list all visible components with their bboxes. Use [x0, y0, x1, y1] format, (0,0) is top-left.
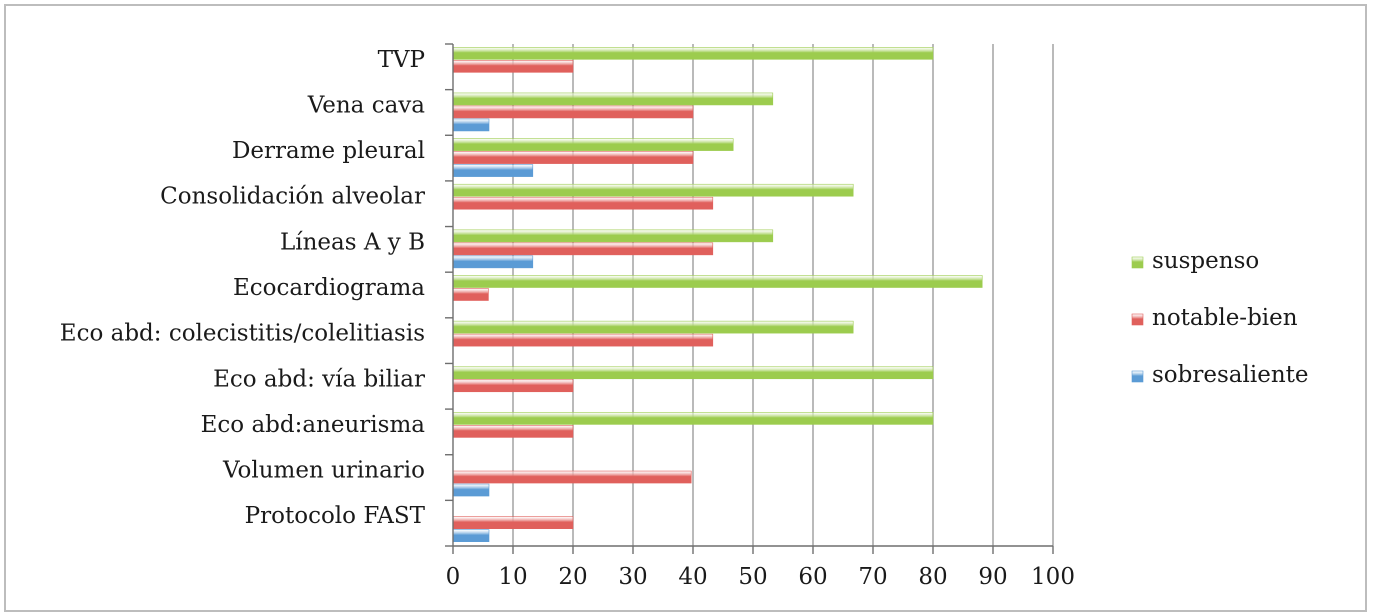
bar-suspenso — [452, 412, 934, 425]
category-label: Derrame pleural — [232, 138, 425, 164]
bar-notable-bien — [452, 379, 574, 393]
x-tick-label: 20 — [558, 564, 587, 590]
legend-label-suspenso: suspenso — [1152, 248, 1259, 274]
bars — [452, 47, 983, 542]
category-label: Eco abd:aneurisma — [201, 412, 426, 438]
x-tick-label: 40 — [678, 564, 707, 590]
bar-sobresaliente — [452, 483, 490, 497]
bar-suspenso — [452, 320, 854, 334]
category-label: Protocolo FAST — [245, 503, 426, 529]
category-label: Líneas A y B — [280, 229, 425, 255]
category-label: Volumen urinario — [222, 458, 425, 484]
x-tick-label: 30 — [618, 564, 647, 590]
bar-sobresaliente — [452, 164, 534, 177]
bar-sobresaliente — [452, 255, 534, 269]
legend-label-notable-bien: notable-bien — [1152, 305, 1298, 331]
category-label: Eco abd: vía biliar — [213, 366, 425, 392]
bar-notable-bien — [452, 105, 694, 119]
bar-notable-bien — [452, 516, 574, 529]
bar-suspenso — [452, 275, 983, 288]
category-label: Consolidación alveolar — [160, 184, 425, 210]
bar-notable-bien — [452, 288, 489, 301]
bar-suspenso — [452, 183, 854, 197]
bar-notable-bien — [452, 60, 574, 73]
bar-sobresaliente — [452, 529, 490, 542]
bar-suspenso — [452, 47, 934, 60]
x-tick-label: 100 — [1031, 564, 1075, 590]
bar-notable-bien — [452, 333, 714, 347]
bar-notable-bien — [452, 470, 692, 484]
bar-notable-bien — [452, 151, 694, 164]
category-label: Ecocardiograma — [233, 275, 425, 301]
legend-label-sobresaliente: sobresaliente — [1152, 362, 1309, 388]
x-tick-label: 90 — [978, 564, 1007, 590]
category-label: Eco abd: colecistitis/colelitiasis — [60, 321, 425, 347]
bar-suspenso — [452, 138, 734, 151]
bar-notable-bien — [452, 242, 714, 256]
x-tick-label: 80 — [918, 564, 947, 590]
bar-notable-bien — [452, 196, 714, 210]
bar-suspenso — [452, 229, 774, 243]
x-tick-labels: 0 10 20 30 40 50 60 70 80 90 100 — [446, 564, 1075, 590]
gridlines — [512, 44, 1054, 546]
x-tick-label: 10 — [498, 564, 527, 590]
bar-suspenso — [452, 92, 774, 106]
x-tick-label: 0 — [446, 564, 461, 590]
legend-swatch-notable-bien — [1131, 313, 1144, 326]
legend-swatch-suspenso — [1131, 256, 1144, 269]
axes — [445, 43, 1054, 554]
legend-swatch-sobresaliente — [1131, 370, 1144, 383]
category-label: TVP — [378, 47, 425, 73]
bar-suspenso — [452, 366, 934, 380]
x-tick-label: 70 — [858, 564, 887, 590]
bar-sobresaliente — [452, 118, 490, 132]
category-labels: TVP Vena cava Derrame pleural Consolidación… — [60, 47, 426, 529]
bar-notable-bien — [452, 425, 574, 438]
category-label: Vena cava — [307, 92, 426, 118]
legend: suspenso notable-bien sobresaliente — [1131, 248, 1309, 388]
x-tick-label: 50 — [738, 564, 767, 590]
x-tick-label: 60 — [798, 564, 827, 590]
chart-frame — [4, 4, 1367, 612]
